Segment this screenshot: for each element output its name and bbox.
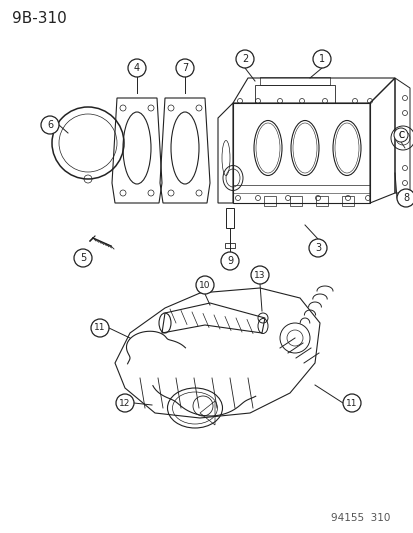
Text: 5: 5 [80, 253, 86, 263]
Circle shape [250, 266, 268, 284]
Text: 12: 12 [119, 399, 131, 408]
Bar [263, 196, 275, 206]
Text: 13: 13 [254, 271, 265, 279]
Circle shape [308, 239, 326, 257]
Circle shape [74, 249, 92, 267]
Text: C: C [397, 131, 403, 140]
Text: 2: 2 [241, 54, 247, 64]
Circle shape [312, 50, 330, 68]
Text: 11: 11 [94, 324, 105, 333]
Circle shape [41, 116, 59, 134]
Text: 3: 3 [314, 243, 320, 253]
Bar [259, 77, 329, 85]
Circle shape [176, 59, 194, 77]
Circle shape [221, 252, 238, 270]
Circle shape [235, 50, 254, 68]
Circle shape [396, 189, 413, 207]
Text: 9B-310: 9B-310 [12, 11, 66, 26]
Bar [315, 196, 327, 206]
Text: 10: 10 [199, 280, 210, 289]
Text: 6: 6 [47, 120, 53, 130]
Text: 4: 4 [134, 63, 140, 73]
Text: 94155  310: 94155 310 [330, 513, 389, 523]
Text: 7: 7 [181, 63, 188, 73]
Text: 11: 11 [345, 399, 357, 408]
Circle shape [116, 394, 134, 412]
Circle shape [393, 128, 407, 142]
Text: C: C [397, 131, 403, 140]
Text: 1: 1 [318, 54, 324, 64]
Bar [225, 208, 233, 228]
Circle shape [342, 394, 360, 412]
Bar [341, 196, 353, 206]
Circle shape [128, 59, 146, 77]
Bar [224, 243, 235, 248]
Text: 8: 8 [402, 193, 408, 203]
Text: 9: 9 [226, 256, 233, 266]
Circle shape [195, 276, 214, 294]
Circle shape [91, 319, 109, 337]
Bar [289, 196, 301, 206]
Bar [254, 85, 334, 103]
